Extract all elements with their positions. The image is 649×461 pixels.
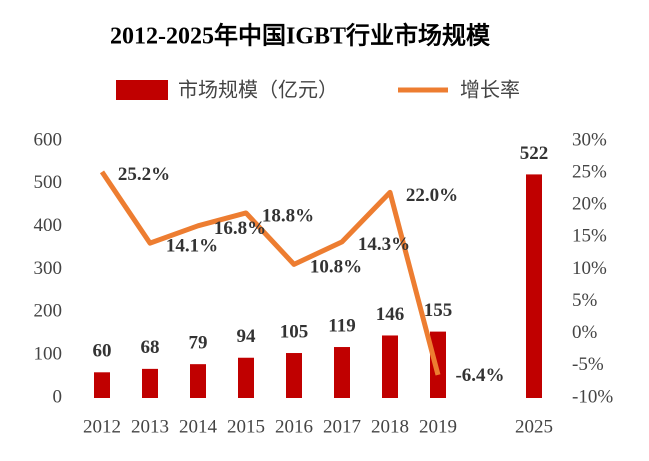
y-tick-label: 500: [34, 172, 63, 193]
bar: [190, 364, 206, 398]
x-tick-label: 2013: [131, 416, 169, 437]
line-value-label: 18.8%: [262, 205, 314, 226]
x-tick-label: 2014: [179, 416, 218, 437]
y2-tick-label: -10%: [572, 386, 613, 407]
y-tick-label: 100: [34, 344, 63, 365]
y2-tick-label: -5%: [572, 354, 604, 375]
bar-value-label: 60: [93, 341, 112, 362]
bar-value-label: 94: [237, 326, 257, 347]
y-tick-label: 400: [34, 215, 63, 236]
y2-tick-label: 5%: [572, 290, 598, 311]
bar: [94, 372, 110, 398]
chart-title: 2012-2025年中国IGBT行业市场规模: [110, 22, 491, 50]
line-value-label: 25.2%: [118, 164, 170, 185]
bar-value-label: 155: [424, 300, 453, 321]
y2-tick-label: 20%: [572, 194, 607, 215]
bar-value-label: 119: [328, 315, 355, 336]
y2-tick-label: 30%: [572, 129, 607, 150]
bar: [286, 353, 302, 398]
bar-value-label: 79: [189, 333, 208, 354]
bar: [382, 335, 398, 398]
bar-value-label: 68: [141, 337, 160, 358]
line-value-label: 14.3%: [358, 234, 410, 255]
bar: [238, 357, 254, 398]
bar: [526, 174, 542, 398]
x-tick-label: 2017: [323, 416, 361, 437]
x-tick-label: 2019: [419, 416, 457, 437]
bar-value-label: 105: [280, 321, 309, 342]
growth-line: [99, 170, 441, 376]
y-tick-label: 300: [34, 258, 63, 279]
x-tick-label: 2015: [227, 416, 265, 437]
y2-tick-label: 10%: [572, 258, 607, 279]
bar: [334, 347, 350, 398]
bar: [430, 331, 446, 398]
bar-value-label: 522: [520, 143, 549, 164]
y-tick-label: 600: [34, 129, 63, 150]
line-value-label: -6.4%: [455, 365, 504, 386]
legend-label: 市场规模（亿元）: [178, 78, 338, 102]
line-value-label: 10.8%: [310, 257, 362, 278]
line-value-label: 14.1%: [166, 236, 218, 257]
y-tick-label: 200: [34, 301, 63, 322]
x-tick-label: 2025: [515, 416, 553, 437]
y-tick-label: 0: [53, 386, 63, 407]
legend-label: 增长率: [460, 78, 520, 102]
legend-swatch-bar: [116, 80, 168, 100]
x-tick-label: 2012: [83, 416, 121, 437]
y2-tick-label: 15%: [572, 226, 607, 247]
y2-tick-label: 25%: [572, 161, 607, 182]
line-value-label: 16.8%: [214, 218, 266, 239]
line-value-label: 22.0%: [406, 185, 458, 206]
bar: [142, 368, 158, 398]
x-tick-label: 2016: [275, 416, 313, 437]
y2-tick-label: 0%: [572, 322, 598, 343]
bar-value-label: 146: [376, 304, 405, 325]
x-tick-label: 2018: [371, 416, 409, 437]
